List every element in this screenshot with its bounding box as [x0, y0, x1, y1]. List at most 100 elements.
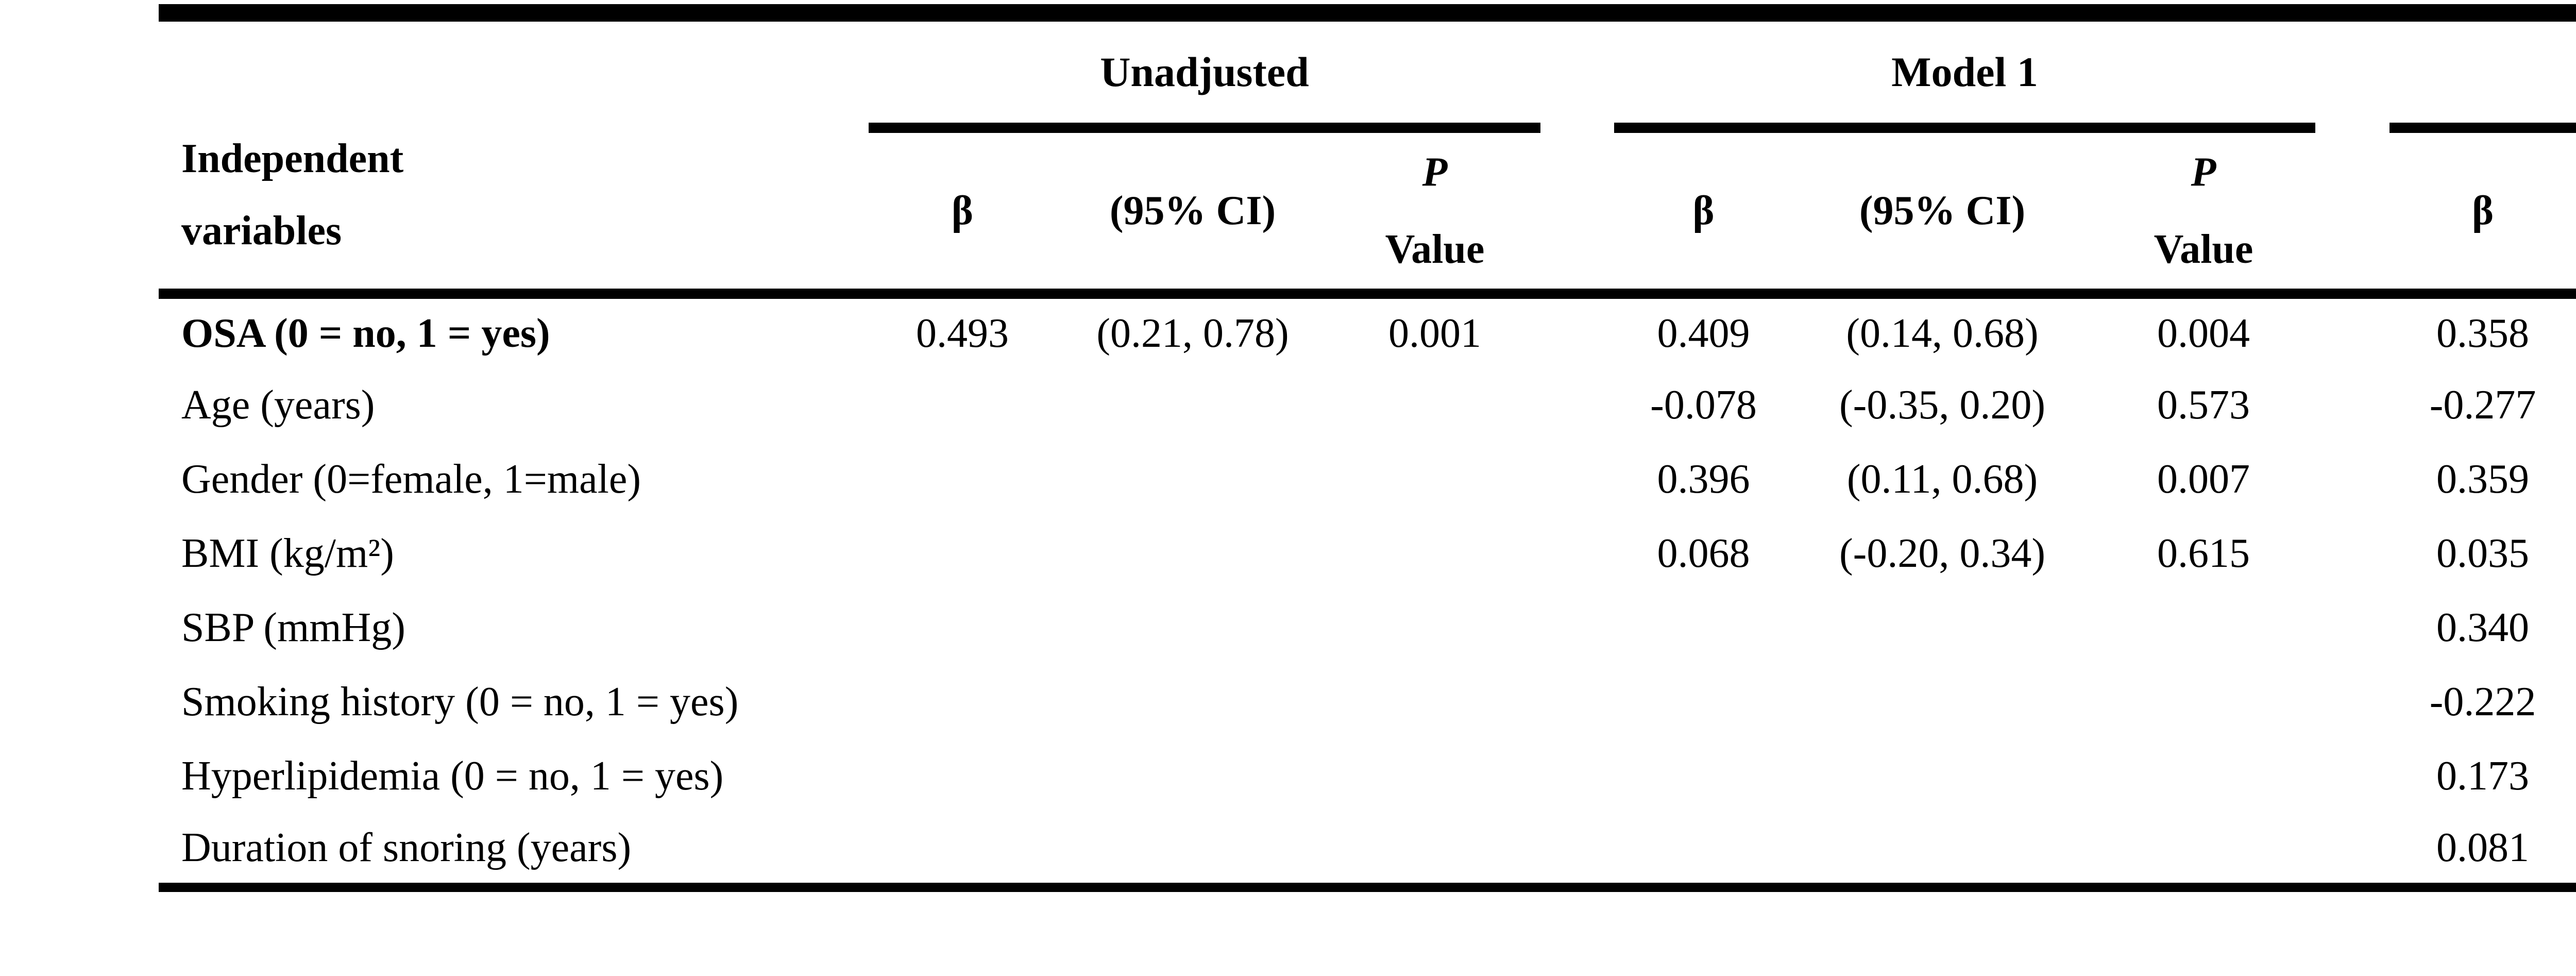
unadjusted-beta — [869, 739, 1056, 813]
spacer — [1540, 665, 1614, 739]
model1-ci — [1793, 665, 2092, 739]
unadjusted-beta — [869, 665, 1056, 739]
spacer — [2315, 665, 2389, 739]
unadjusted-beta — [869, 813, 1056, 892]
model1-beta — [1614, 813, 1793, 892]
spacer — [1540, 591, 1614, 665]
model2-beta: 0.081 — [2389, 813, 2576, 892]
table-row: Duration of snoring (years) 0.081 (-0.19… — [159, 813, 2576, 892]
model1-beta: 0.068 — [1657, 530, 1750, 576]
model1-p — [2092, 665, 2315, 739]
model1-p: 0.615 — [2157, 530, 2250, 576]
model1-pvalue-header: P Value — [2092, 128, 2316, 299]
unadjusted-ci — [1056, 665, 1329, 739]
row-label: SBP (mmHg) — [181, 604, 405, 650]
group-header-model2: Model 2 — [2389, 13, 2576, 133]
p-header-line2: Value — [1385, 227, 1485, 272]
model2-beta: 0.358 — [2436, 310, 2530, 356]
model1-ci — [1793, 813, 2092, 892]
spacer — [1540, 442, 1614, 516]
group-header-unadjusted: Unadjusted — [869, 13, 1540, 133]
row-label: Duration of snoring (years) — [159, 813, 869, 892]
spacer — [1540, 516, 1614, 591]
unadjusted-beta — [869, 516, 1056, 591]
unadjusted-p — [1329, 739, 1540, 813]
stub-header: Independent variables — [159, 13, 869, 299]
table-row: Age (years) -0.078 (-0.35, 0.20) 0.573 -… — [159, 368, 2576, 442]
stub-header-line2: variables — [181, 208, 342, 254]
spacer — [1540, 13, 1614, 299]
unadjusted-p — [1329, 442, 1540, 516]
row-label: OSA (0 = no, 1 = yes) — [181, 310, 550, 356]
model2-beta: 0.359 — [2436, 456, 2530, 502]
model1-beta: 0.409 — [1657, 310, 1750, 356]
unadjusted-p — [1329, 368, 1540, 442]
unadjusted-ci — [1056, 813, 1329, 892]
table-row: OSA (0 = no, 1 = yes) 0.493 (0.21, 0.78)… — [159, 294, 2576, 368]
table-row: BMI (kg/m²) 0.068 (-0.20, 0.34) 0.615 0.… — [159, 516, 2576, 591]
spacer — [1540, 368, 1614, 442]
unadjusted-ci-header: (95% CI) — [1056, 128, 1329, 299]
unadjusted-ci — [1056, 442, 1329, 516]
unadjusted-ci: (0.21, 0.78) — [1096, 310, 1289, 356]
table-row: Gender (0=female, 1=male) 0.396 (0.11, 0… — [159, 442, 2576, 516]
model1-beta — [1614, 739, 1793, 813]
unadjusted-beta: 0.493 — [916, 310, 1009, 356]
model1-ci-header: (95% CI) — [1793, 128, 2092, 299]
model1-beta — [1614, 665, 1793, 739]
unadjusted-p — [1329, 591, 1540, 665]
row-label: BMI (kg/m²) — [181, 530, 394, 576]
model1-ci: (-0.35, 0.20) — [1839, 382, 2045, 428]
unadjusted-p: 0.001 — [1388, 310, 1481, 356]
unadjusted-pvalue-header: P Value — [1329, 128, 1540, 299]
model2-beta: 0.173 — [2436, 753, 2530, 799]
model1-p: 0.573 — [2157, 382, 2250, 428]
spacer — [2315, 368, 2389, 442]
unadjusted-ci — [1056, 368, 1329, 442]
regression-table: Independent variables Unadjusted Model 1… — [159, 4, 2576, 892]
model1-p: 0.007 — [2157, 456, 2250, 502]
spanner-header-row: Independent variables Unadjusted Model 1… — [159, 13, 2576, 299]
spacer — [2315, 739, 2389, 813]
model1-ci: (0.11, 0.68) — [1846, 456, 2038, 502]
spacer — [2315, 591, 2389, 665]
unadjusted-p — [1329, 516, 1540, 591]
model1-beta: 0.396 — [1657, 456, 1750, 502]
spacer — [1540, 739, 1614, 813]
p-header-line2: Value — [2154, 227, 2253, 272]
unadjusted-beta — [869, 442, 1056, 516]
row-label: Hyperlipidemia (0 = no, 1 = yes) — [181, 753, 724, 799]
model2-beta: -0.222 — [2429, 679, 2536, 725]
unadjusted-beta — [869, 591, 1056, 665]
unadjusted-ci — [1056, 591, 1329, 665]
model1-p: 0.004 — [2157, 310, 2250, 356]
table-row: SBP (mmHg) 0.340 (0.08, 0.61) 0.014 — [159, 591, 2576, 665]
model1-p — [2092, 739, 2315, 813]
model1-ci — [1793, 739, 2092, 813]
spacer — [2315, 13, 2390, 299]
column-header-row: β (95% CI) P Value β (95% CI) P Value β … — [159, 128, 2576, 299]
stub-header-line1: Independent — [181, 136, 404, 181]
model1-p — [2092, 813, 2316, 892]
model2-beta: 0.035 — [2436, 530, 2530, 576]
spacer — [2315, 516, 2389, 591]
model1-beta — [1614, 591, 1793, 665]
unadjusted-beta-header: β — [869, 128, 1056, 299]
table-row: Smoking history (0 = no, 1 = yes) -0.222… — [159, 665, 2576, 739]
group-header-model1: Model 1 — [1614, 13, 2316, 133]
table-row: Hyperlipidemia (0 = no, 1 = yes) 0.173 (… — [159, 739, 2576, 813]
model2-beta: -0.277 — [2429, 382, 2536, 428]
spacer — [2315, 813, 2390, 892]
unadjusted-ci — [1056, 739, 1329, 813]
unadjusted-ci — [1056, 516, 1329, 591]
model2-beta: 0.340 — [2436, 604, 2530, 650]
model1-beta-header: β — [1614, 128, 1793, 299]
spacer — [2315, 442, 2389, 516]
spacer — [1540, 813, 1614, 892]
unadjusted-p — [1329, 665, 1540, 739]
model1-p — [2092, 591, 2315, 665]
row-label: Gender (0=female, 1=male) — [181, 456, 641, 502]
unadjusted-p — [1329, 813, 1540, 892]
p-header-line1: P — [2191, 149, 2216, 195]
